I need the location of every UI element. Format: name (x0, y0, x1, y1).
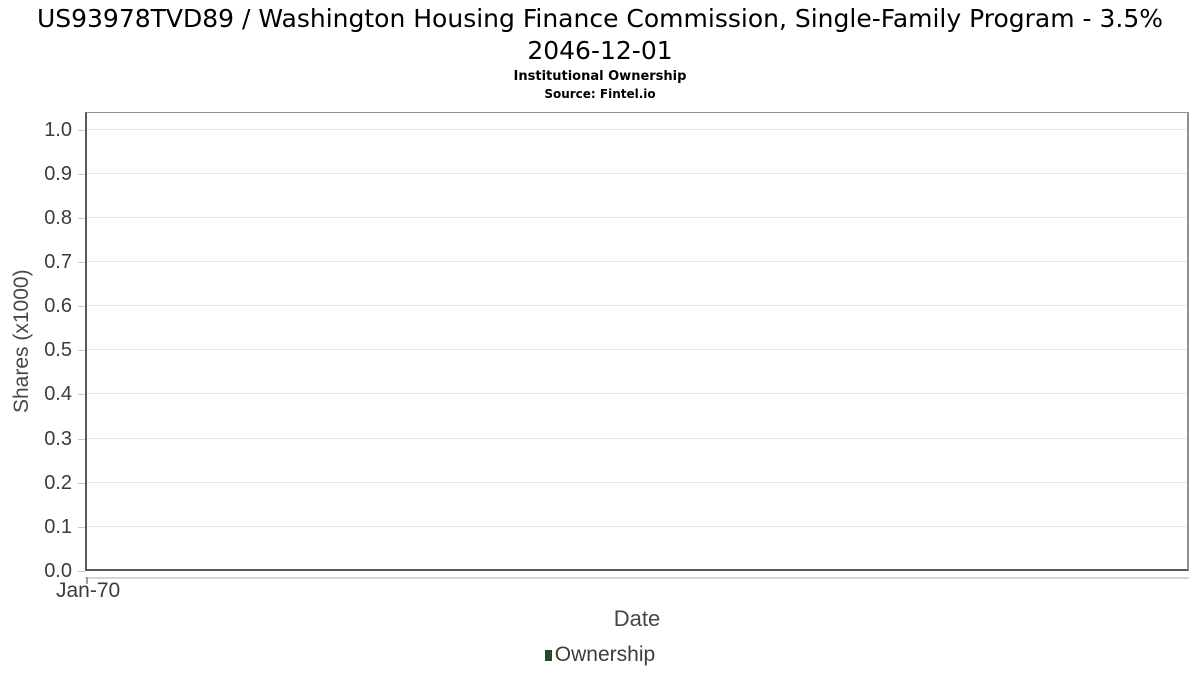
title-block: US93978TVD89 / Washington Housing Financ… (0, 0, 1200, 101)
gridline (87, 305, 1187, 306)
y-tick-label: 0.4 (44, 383, 72, 405)
y-tick-label: 1.0 (44, 119, 72, 141)
y-tick-mark (78, 262, 85, 263)
y-tick-label: 0.3 (44, 428, 72, 450)
y-tick-mark (78, 483, 85, 484)
y-tick-mark (78, 527, 85, 528)
x-tick-mark (86, 577, 88, 584)
y-tick-mark (78, 174, 85, 175)
y-axis-tick-marks (78, 112, 85, 572)
legend-label: Ownership (554, 643, 656, 666)
legend: Ownership (0, 643, 1200, 667)
y-tick-mark (78, 130, 85, 131)
x-tick-label: Jan-70 (56, 579, 121, 602)
gridline (87, 261, 1187, 262)
y-tick-label: 0.7 (44, 251, 72, 273)
y-tick-label: 0.5 (44, 339, 72, 361)
gridline (87, 482, 1187, 483)
x-axis-line (85, 577, 1189, 579)
y-tick-label: 0.8 (44, 207, 72, 229)
chart-title: US93978TVD89 / Washington Housing Financ… (36, 4, 1164, 65)
gridline (87, 526, 1187, 527)
gridline (87, 349, 1187, 350)
y-tick-mark (78, 571, 85, 572)
y-tick-mark (78, 394, 85, 395)
y-tick-mark (78, 439, 85, 440)
plot-area (85, 112, 1189, 571)
gridline (87, 129, 1187, 130)
legend-item-ownership[interactable]: Ownership (544, 643, 656, 667)
chart-subtitle: Institutional Ownership (513, 69, 687, 84)
gridline (87, 438, 1187, 439)
y-tick-mark (78, 306, 85, 307)
y-tick-label: 0.6 (44, 295, 72, 317)
y-axis-tick-labels: 0.0 0.1 0.2 0.3 0.4 0.5 0.6 0.7 0.8 0.9 1.0 (0, 112, 72, 582)
y-tick-label: 0.9 (44, 163, 72, 185)
gridline (87, 393, 1187, 394)
y-tick-mark (78, 218, 85, 219)
gridline (87, 217, 1187, 218)
x-axis-title: Date (613, 606, 661, 631)
chart-source-label: Source: Fintel.io (544, 87, 656, 101)
legend-marker-icon (544, 649, 552, 661)
y-tick-mark (78, 350, 85, 351)
y-tick-label: 0.2 (44, 472, 72, 494)
gridline (87, 173, 1187, 174)
y-tick-label: 0.1 (44, 516, 72, 538)
y-tick-label: 0.0 (44, 560, 72, 582)
